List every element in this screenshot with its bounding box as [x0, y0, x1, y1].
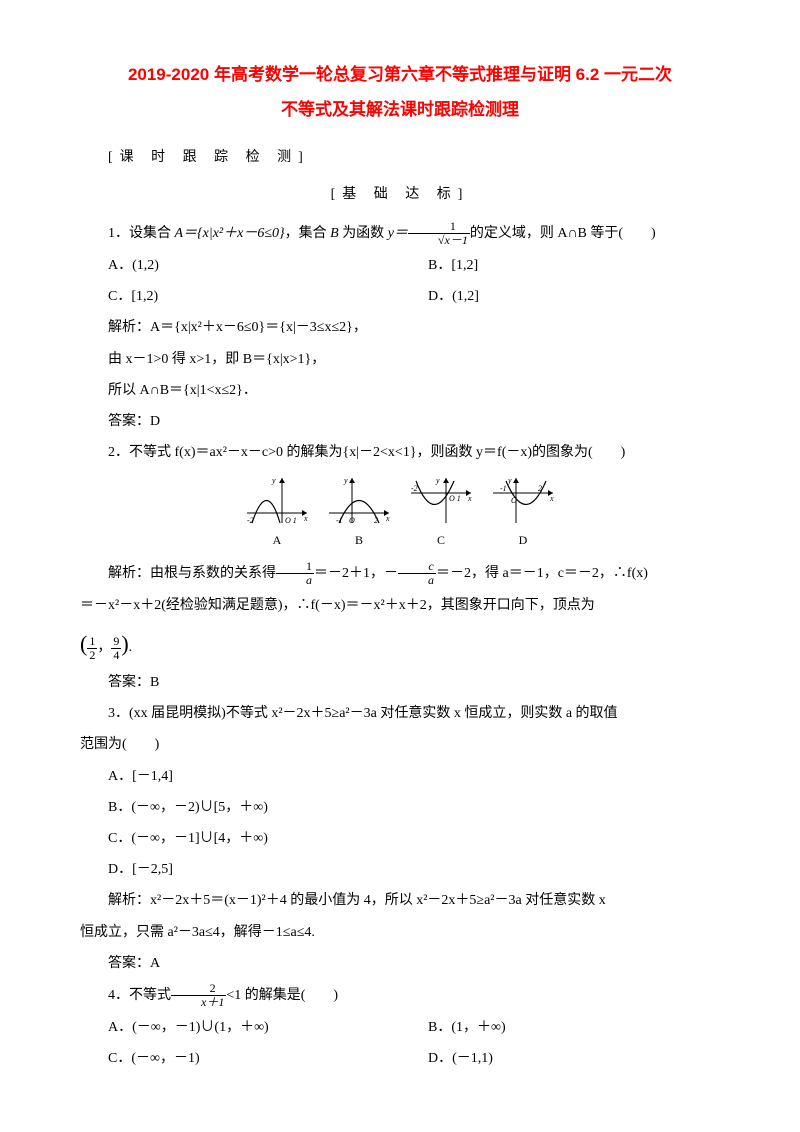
q1-ans: 答案：D — [80, 409, 720, 434]
parabola-C-icon: -2 O 1 x y — [406, 473, 476, 528]
svg-text:O: O — [511, 496, 517, 505]
svg-text:y: y — [271, 476, 276, 485]
parabola-A-icon: -2 O 1 x y — [242, 473, 312, 528]
tracking-section: [课 时 跟 踪 检 测] — [80, 145, 720, 170]
svg-text:2: 2 — [374, 516, 378, 525]
graph-A-label: A — [242, 530, 312, 552]
basic-section: [基 础 达 标] — [80, 182, 720, 207]
svg-text:O 1: O 1 — [285, 516, 297, 525]
q3-stem2: 范围为( ) — [80, 732, 720, 757]
q4-optA: A．(－∞，－1)∪(1，＋∞) — [80, 1015, 400, 1040]
sub-title: 不等式及其解法课时跟踪检测理 — [80, 95, 720, 126]
q2-ans: 答案：B — [80, 670, 720, 695]
q4-options-row2: C．(－∞，－1) D．(－1,1) — [80, 1046, 720, 1071]
q1-end: 的定义域，则 A∩B 等于( ) — [470, 225, 656, 240]
main-title: 2019-2020 年高考数学一轮总复习第六章不等式推理与证明 6.2 一元二次 — [80, 60, 720, 91]
q1-optB: B．[1,2] — [400, 253, 720, 278]
q1-setA: A＝{x|x²＋x－6≤0} — [175, 225, 285, 240]
parabola-D-icon: -1 O 2 x y — [488, 473, 558, 528]
q1-optA: A．(1,2) — [80, 253, 400, 278]
svg-text:-2: -2 — [411, 484, 418, 493]
q3-stem: 3．(xx 届昆明模拟)不等式 x²－2x＋5≥a²－3a 对任意实数 x 恒成… — [80, 701, 720, 726]
q4-optC: C．(－∞，－1) — [80, 1046, 400, 1071]
q3-sol2: 恒成立，只需 a²－3a≤4，解得－1≤a≤4. — [80, 920, 720, 945]
q3-optC: C．(－∞，－1]∪[4，＋∞) — [80, 826, 720, 851]
svg-text:O 1: O 1 — [449, 494, 461, 503]
q4-optB: B．(1，＋∞) — [400, 1015, 720, 1040]
graph-B: -1 O 2 x y B — [324, 473, 394, 552]
q1-options-row1: A．(1,2) B．[1,2] — [80, 253, 720, 278]
graph-A: -2 O 1 x y A — [242, 473, 312, 552]
q2-stem: 2．不等式 f(x)＝ax²－x－c>0 的解集为{x|－2<x<1}，则函数 … — [80, 440, 720, 465]
q3-sol1: 解析：x²－2x＋5＝(x－1)²＋4 的最小值为 4，所以 x²－2x＋5≥a… — [80, 888, 720, 913]
svg-text:x: x — [467, 494, 472, 503]
graph-C-label: C — [406, 530, 476, 552]
graph-D-label: D — [488, 530, 558, 552]
graph-C: -2 O 1 x y C — [406, 473, 476, 552]
q3-optB: B．(－∞，－2)∪[5，＋∞) — [80, 795, 720, 820]
svg-text:x: x — [385, 514, 390, 523]
svg-text:-1: -1 — [500, 484, 507, 493]
q1-B: B — [330, 225, 339, 240]
q1-optC: C．[1,2) — [80, 284, 400, 309]
q2-vertex: (12，94). — [80, 624, 720, 664]
svg-text:-2: -2 — [247, 516, 254, 525]
q3-optA: A．[－1,4] — [80, 764, 720, 789]
q1-stem: 1．设集合 A＝{x|x²＋x－6≤0}，集合 B 为函数 y＝1√x－1的定义… — [80, 220, 720, 247]
q1-frac: 1√x－1 — [408, 220, 470, 247]
q3-optD: D．[－2,5] — [80, 857, 720, 882]
q2-sol2: ＝－x²－x＋2(经检验知满足题意)，∴f(－x)＝－x²＋x＋2，其图象开口向… — [80, 593, 720, 618]
q1-mid: ，集合 — [285, 225, 331, 240]
svg-text:y: y — [435, 476, 440, 485]
q1-options-row2: C．[1,2) D．(1,2] — [80, 284, 720, 309]
parabola-B-icon: -1 O 2 x y — [324, 473, 394, 528]
q1-sol2: 由 x－1>0 得 x>1，即 B＝{x|x>1}， — [80, 347, 720, 372]
q1-y: y＝ — [388, 225, 408, 240]
svg-text:O: O — [349, 516, 355, 525]
svg-text:2: 2 — [538, 484, 542, 493]
q1-text: 1．设集合 — [108, 225, 175, 240]
q4-stem: 4．不等式2x＋1<1 的解集是( ) — [80, 982, 720, 1009]
svg-text:x: x — [303, 514, 308, 523]
q1-sol1: 解析：A＝{x|x²＋x－6≤0}＝{x|－3≤x≤2}， — [80, 315, 720, 340]
q3-ans: 答案：A — [80, 951, 720, 976]
q4-optD: D．(－1,1) — [400, 1046, 720, 1071]
graph-D: -1 O 2 x y D — [488, 473, 558, 552]
q1-mid2: 为函数 — [339, 225, 388, 240]
graph-B-label: B — [324, 530, 394, 552]
q2-sol1: 解析：由根与系数的关系得1a＝－2＋1，－ca＝－2，得 a＝－1，c＝－2，∴… — [80, 560, 720, 587]
svg-text:y: y — [343, 476, 348, 485]
q2-graphs: -2 O 1 x y A -1 O 2 x y B -2 O — [80, 473, 720, 552]
q1-optD: D．(1,2] — [400, 284, 720, 309]
q4-options-row1: A．(－∞，－1)∪(1，＋∞) B．(1，＋∞) — [80, 1015, 720, 1040]
q1-sol3: 所以 A∩B＝{x|1<x≤2}． — [80, 378, 720, 403]
svg-text:-1: -1 — [336, 516, 343, 525]
svg-text:x: x — [549, 494, 554, 503]
svg-text:y: y — [507, 476, 512, 485]
